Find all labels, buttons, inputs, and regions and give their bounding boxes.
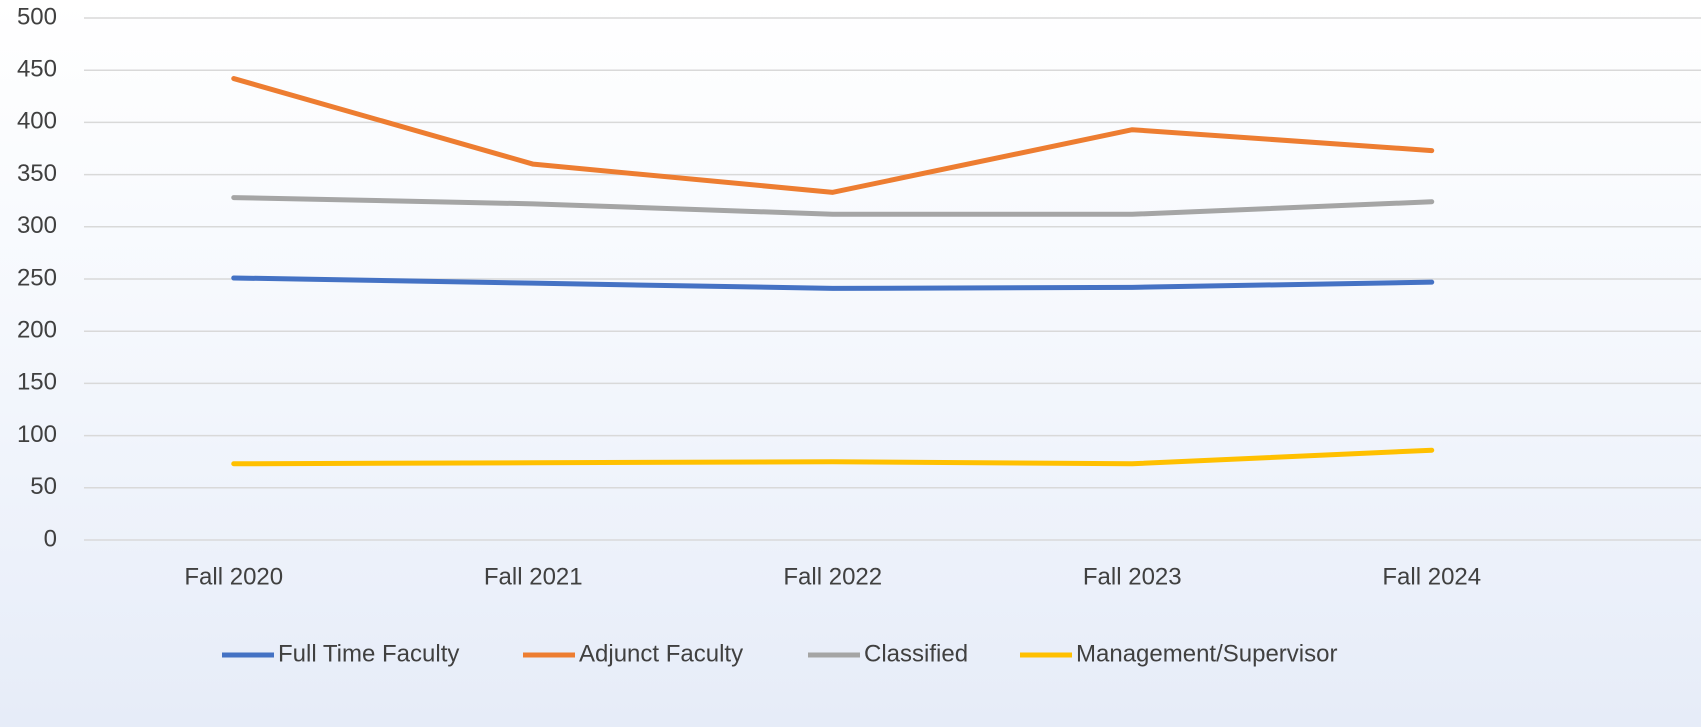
series-line bbox=[231, 195, 1435, 217]
x-tick-label: Fall 2024 bbox=[1382, 563, 1481, 590]
legend-label: Classified bbox=[864, 640, 968, 667]
y-tick-label: 150 bbox=[17, 369, 57, 396]
y-tick-label: 0 bbox=[44, 525, 57, 552]
x-tick-label: Fall 2023 bbox=[1083, 563, 1182, 590]
y-tick-label: 500 bbox=[17, 3, 57, 30]
series-line bbox=[231, 275, 1435, 291]
y-tick-label: 200 bbox=[17, 317, 57, 344]
series-line bbox=[231, 76, 1435, 195]
legend-label: Full Time Faculty bbox=[278, 640, 459, 667]
legend-label: Management/Supervisor bbox=[1076, 640, 1337, 667]
x-tick-label: Fall 2022 bbox=[783, 563, 882, 590]
y-tick-label: 250 bbox=[17, 264, 57, 291]
x-tick-label: Fall 2021 bbox=[484, 563, 583, 590]
y-tick-label: 400 bbox=[17, 108, 57, 135]
series-line bbox=[231, 447, 1435, 467]
y-tick-label: 350 bbox=[17, 160, 57, 187]
x-tick-label: Fall 2020 bbox=[184, 563, 283, 590]
legend-label: Adjunct Faculty bbox=[579, 640, 743, 667]
y-tick-label: 300 bbox=[17, 212, 57, 239]
y-tick-label: 100 bbox=[17, 421, 57, 448]
y-tick-label: 450 bbox=[17, 56, 57, 83]
y-tick-label: 50 bbox=[30, 473, 57, 500]
